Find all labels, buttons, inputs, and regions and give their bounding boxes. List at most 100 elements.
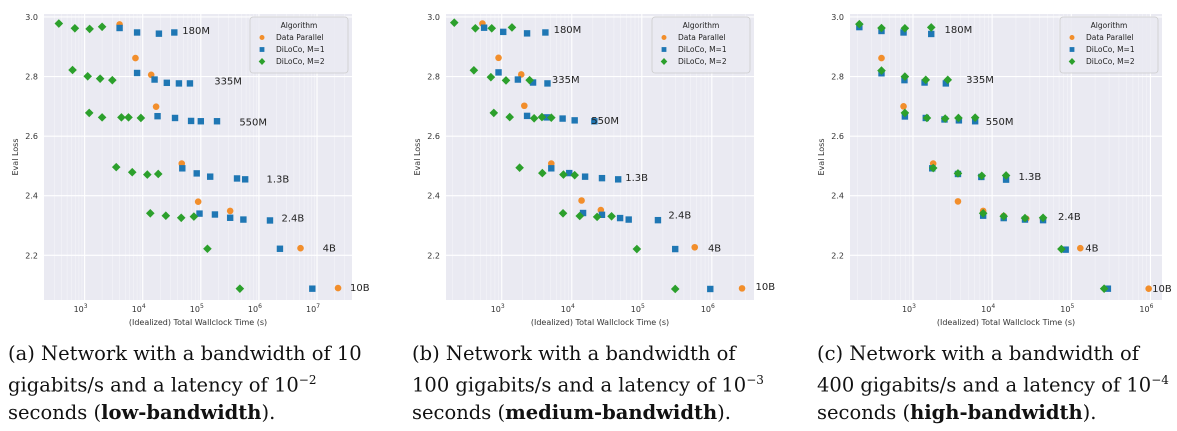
diloco-m1-point (523, 112, 531, 120)
data-parallel-legend-marker (259, 35, 265, 40)
diloco-m1-point (672, 245, 679, 253)
data-parallel-point (691, 243, 699, 251)
y-tick-label: 2.6 (25, 132, 38, 141)
caption-b: (b) Network with a bandwidth of 100 giga… (412, 340, 772, 426)
legend-box (651, 16, 751, 74)
caption-c-label: (c) Network with a bandwidth of 400 giga… (817, 342, 1152, 397)
data-parallel-point (738, 285, 746, 292)
diloco-m2-point (559, 170, 568, 179)
diloco-m1-point (309, 285, 316, 292)
diloco-m1-point (625, 216, 632, 223)
diloco-m1-point (175, 80, 183, 87)
diloco-m1-point (548, 165, 555, 172)
x-tick-exp: 6 (1150, 303, 1154, 310)
diloco-m2-point (921, 75, 931, 85)
diloco-m1-point (928, 30, 935, 38)
caption-a: (a) Network with a bandwidth of 10 gigab… (8, 340, 368, 426)
diloco-m1-point (163, 79, 171, 87)
diloco-m1-point (196, 210, 203, 217)
diloco-m1-point (495, 69, 502, 76)
x-tick-exp: 4 (571, 303, 575, 310)
y-axis-label: Eval Loss (817, 138, 826, 175)
x-tick-exp: 3 (501, 303, 505, 310)
diloco-m1-point (614, 176, 622, 183)
model-size-label: 550M (986, 117, 1014, 128)
x-tick-base: 10 (561, 305, 571, 314)
model-size-label: 10B (1152, 284, 1172, 295)
x-tick-base: 10 (1139, 305, 1149, 314)
x-tick-label: 105 (190, 303, 204, 314)
diloco-m2-point (161, 211, 171, 220)
y-tick-label: 3.0 (831, 13, 844, 22)
diloco-m2-point (127, 167, 137, 177)
model-size-label: 1.3B (625, 173, 648, 184)
caption-c-mid: seconds ( (817, 400, 911, 424)
diloco-m2-point (95, 74, 105, 83)
diloco-m1-point (211, 211, 219, 218)
x-axis-label: (Idealized) Total Wallclock Time (s) (531, 318, 669, 327)
diloco-m2-point (507, 23, 517, 32)
diloco-m2-point (525, 75, 534, 85)
diloco-m2-point (977, 171, 987, 181)
diloco-m2-point (537, 112, 547, 122)
diloco-m1-point (193, 170, 200, 177)
model-size-label: 180M (944, 25, 972, 36)
diloco-m2-point (83, 71, 92, 81)
model-size-label: 2.4B (1058, 212, 1081, 223)
model-size-label: 10B (350, 283, 370, 294)
caption-b-mid: seconds ( (412, 400, 506, 424)
data-parallel-point (194, 198, 202, 205)
y-tick-label: 2.8 (25, 73, 38, 82)
x-tick-exp: 3 (912, 303, 916, 310)
y-axis-label: Eval Loss (11, 138, 20, 175)
x-tick-base: 10 (132, 305, 142, 314)
diloco-m2-point (926, 23, 936, 32)
model-size-label: 2.4B (282, 213, 305, 224)
x-tick-label: 103 (902, 303, 916, 314)
diloco-m2-point (928, 163, 938, 173)
x-tick-base: 10 (701, 305, 711, 314)
diloco-m1-point (591, 118, 598, 125)
diloco-m2-point (575, 211, 585, 221)
diloco-m1-point (206, 173, 214, 180)
legend-title: Algorithm (1091, 21, 1128, 30)
diloco-m2-point (570, 170, 579, 180)
x-tick-exp: 7 (316, 303, 320, 310)
model-size-label: 550M (591, 116, 619, 127)
data-parallel-point (954, 198, 962, 205)
diloco-m1-point (544, 80, 551, 87)
diloco-m2-point (632, 244, 642, 254)
x-tick-exp: 5 (1070, 303, 1074, 310)
caption-c-exp: −4 (1151, 373, 1169, 387)
x-tick-exp: 4 (142, 303, 146, 310)
x-tick-exp: 6 (711, 303, 715, 310)
x-tick-base: 10 (1060, 305, 1070, 314)
diloco-m2-point (940, 114, 950, 123)
diloco-m2-legend-marker (258, 58, 266, 65)
x-tick-base: 10 (190, 305, 200, 314)
x-tick-label: 106 (1139, 303, 1153, 314)
x-tick-label: 106 (248, 303, 262, 314)
diloco-m1-point (559, 115, 566, 122)
diloco-m2-point (1057, 244, 1066, 254)
x-tick-base: 10 (306, 305, 316, 314)
legend-title: Algorithm (683, 21, 720, 30)
x-tick-base: 10 (631, 305, 641, 314)
diloco-m1-point (543, 114, 551, 121)
model-size-label: 550M (239, 117, 267, 128)
caption-a-exp: −2 (298, 373, 317, 387)
legend-entry-data-parallel: Data Parallel (678, 33, 726, 42)
diloco-m2-legend-marker (1068, 58, 1076, 65)
diloco-m2-point (970, 113, 980, 122)
caption-a-label: (a) Network with a bandwidth of 10 gigab… (8, 342, 362, 397)
model-size-label: 2.4B (668, 211, 691, 222)
diloco-m2-point (54, 19, 64, 28)
y-tick-label: 2.4 (831, 192, 844, 201)
diloco-m1-point (566, 169, 573, 177)
caption-c: (c) Network with a bandwidth of 400 giga… (817, 340, 1177, 426)
diloco-m2-point (943, 75, 953, 85)
diloco-m1-point (514, 76, 522, 83)
chart-panel-a: 103 104 105 106 107 2.2 2.4 2.6 2.8 3.0 (Idealized… (0, 0, 390, 431)
x-tick-label: 103 (491, 303, 505, 314)
diloco-m2-point (203, 244, 212, 254)
